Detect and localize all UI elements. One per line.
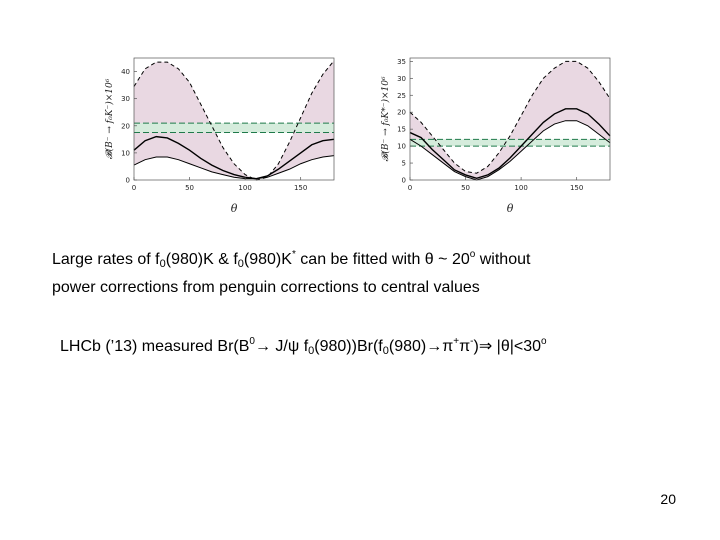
left-chart-x-tick-label: 100 bbox=[238, 184, 251, 192]
left-chart-uncertainty-region bbox=[134, 60, 334, 180]
right-chart-plot-frame bbox=[409, 57, 611, 181]
superscript: * bbox=[291, 249, 296, 260]
right-chart-upper-curve bbox=[409, 60, 611, 174]
text: without bbox=[475, 251, 531, 268]
right-chart-y-tick-label: 5 bbox=[402, 160, 406, 168]
left-chart-y-tick-label: 30 bbox=[121, 95, 130, 103]
right-chart-y-axis-label: 𝓑(B⁻ → f₀K*⁻)×10⁶ bbox=[380, 76, 391, 161]
left-chart-upper-curve bbox=[133, 60, 335, 181]
text: (980))Br(f bbox=[314, 338, 383, 355]
page-number: 20 bbox=[660, 491, 676, 507]
paragraph-fit-note: Large rates of f0(980)K & f0(980)K* can … bbox=[52, 243, 530, 300]
right-chart-y-tick-label: 15 bbox=[397, 126, 406, 134]
text: )⇒ |θ|<30 bbox=[473, 338, 542, 355]
chart-left-svg: 0 50 100 150 0 10 20 30 40 θ 𝓑(B⁻ → f₀K⁻)×10⁶ bbox=[104, 57, 335, 215]
text: π bbox=[459, 338, 471, 355]
chart-b-to-f0-k: 0 50 100 150 0 10 20 30 40 θ 𝓑(B⁻ → f₀K⁻)×10⁶ bbox=[86, 48, 348, 228]
subscript: 0 bbox=[308, 345, 315, 357]
left-chart-y-tick-label: 0 bbox=[126, 177, 130, 185]
right-chart-lower-curve bbox=[409, 120, 611, 181]
text: power corrections from penguin correctio… bbox=[52, 279, 480, 296]
right-chart-measurement-band bbox=[410, 139, 610, 147]
left-chart-x-tick-label: 150 bbox=[294, 184, 307, 192]
superscript: - bbox=[470, 336, 474, 347]
right-chart-y-tick-label: 0 bbox=[402, 177, 406, 185]
text: (980)→π bbox=[388, 338, 454, 355]
text: (980)K & f bbox=[165, 251, 238, 268]
left-chart-central-curve bbox=[133, 135, 335, 180]
right-chart-y-tick-label: 35 bbox=[397, 58, 406, 66]
text: Large rates of f bbox=[52, 251, 160, 268]
text: → J/ψ f bbox=[254, 338, 309, 355]
left-chart-y-axis-label: 𝓑(B⁻ → f₀K⁻)×10⁶ bbox=[104, 78, 115, 159]
left-chart-plot-frame bbox=[133, 57, 335, 181]
right-chart-uncertainty-region bbox=[410, 61, 610, 181]
right-chart-x-tick-label: 100 bbox=[514, 184, 527, 192]
right-chart-y-tick-label: 10 bbox=[397, 143, 406, 151]
left-chart-x-axis-label: θ bbox=[231, 202, 238, 215]
superscript: + bbox=[453, 336, 460, 347]
text: can be fitted with θ ~ 20 bbox=[295, 251, 470, 268]
right-chart-x-tick-label: 50 bbox=[461, 184, 470, 192]
right-chart-y-tick-label: 25 bbox=[397, 92, 406, 100]
superscript: o bbox=[469, 249, 476, 260]
left-chart-lower-curve bbox=[133, 155, 335, 180]
left-chart-y-tick-label: 10 bbox=[121, 149, 130, 157]
left-chart-x-tick-label: 50 bbox=[185, 184, 194, 192]
left-chart-y-tick-label: 20 bbox=[121, 122, 130, 130]
paragraph-lhcb-measurement: LHCb (’13) measured Br(B0→ J/ψ f0(980))B… bbox=[60, 336, 547, 357]
superscript: 0 bbox=[249, 336, 255, 347]
right-chart-y-tick-label: 30 bbox=[397, 75, 406, 83]
subscript: 0 bbox=[382, 345, 389, 357]
chart-b-to-f0-kstar: 0 50 100 150 0 5 10 15 20 25 30 35 θ 𝓑(B⁻ → f₀K*⁻)×10… bbox=[362, 48, 624, 228]
subscript: 0 bbox=[237, 258, 244, 270]
text: (980)K bbox=[243, 251, 292, 268]
chart-right-svg: 0 50 100 150 0 5 10 15 20 25 30 35 θ 𝓑(B⁻ → f₀K*⁻)×10… bbox=[380, 57, 611, 215]
subscript: 0 bbox=[159, 258, 166, 270]
superscript: o bbox=[541, 336, 547, 347]
right-chart-y-tick-label: 20 bbox=[397, 109, 406, 117]
left-chart-x-tick-label: 0 bbox=[132, 184, 136, 192]
left-chart-y-tick-label: 40 bbox=[121, 68, 130, 76]
right-chart-x-tick-label: 150 bbox=[570, 184, 583, 192]
right-chart-x-axis-label: θ bbox=[507, 202, 514, 215]
right-chart-central-curve bbox=[409, 108, 611, 180]
text: LHCb (’13) measured Br(B bbox=[60, 338, 250, 355]
right-chart-x-tick-label: 0 bbox=[408, 184, 412, 192]
left-chart-measurement-band bbox=[134, 123, 334, 133]
